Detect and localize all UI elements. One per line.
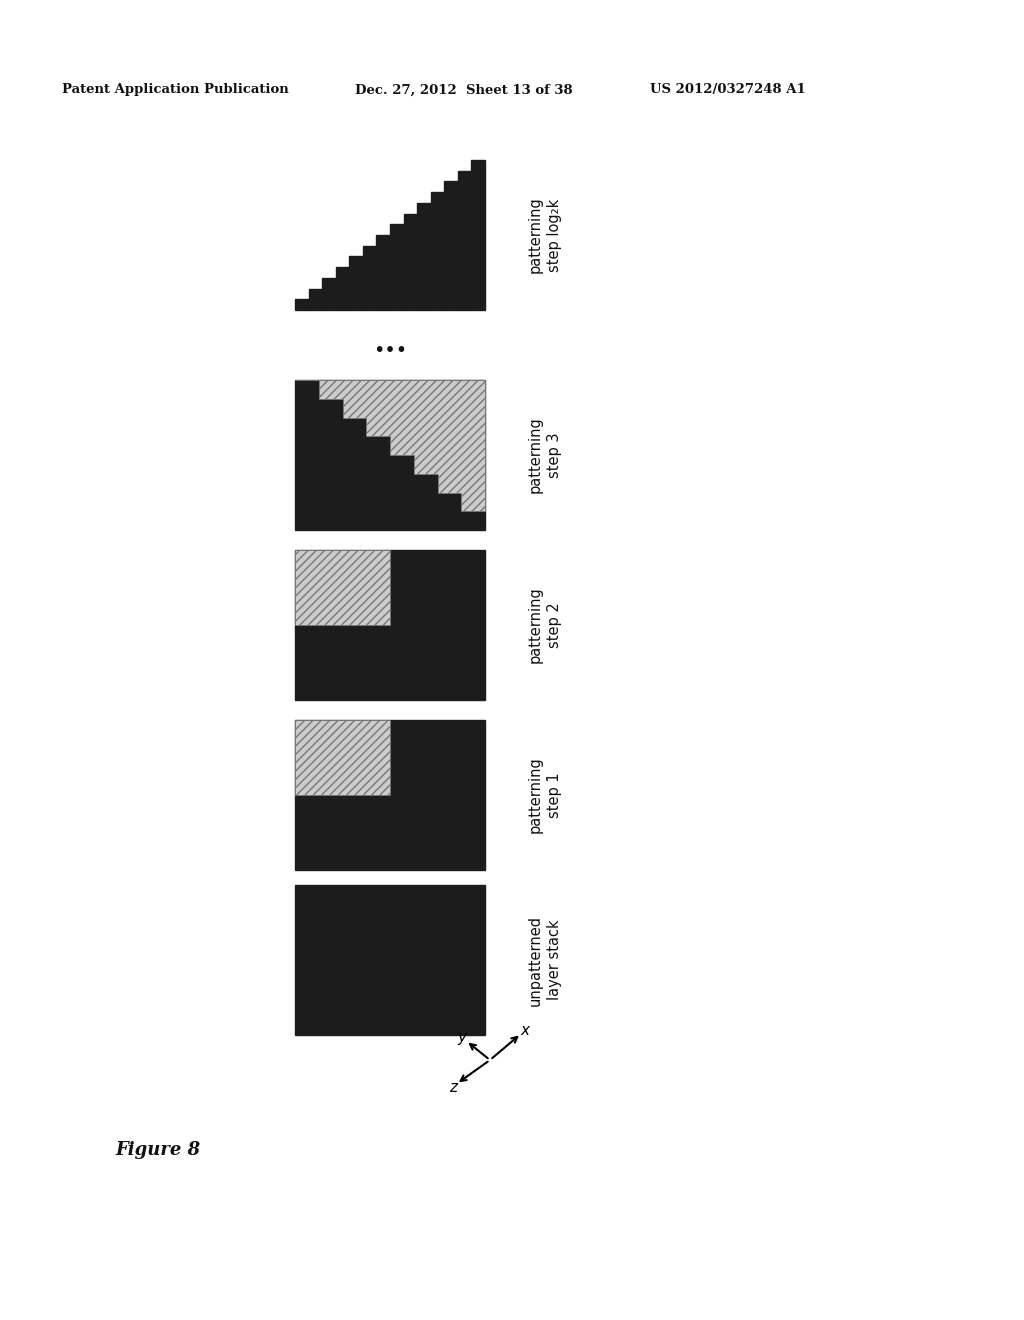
- Text: y: y: [458, 1031, 467, 1045]
- Bar: [458, 170, 471, 310]
- Bar: [295, 380, 485, 531]
- Bar: [417, 203, 431, 310]
- Bar: [403, 214, 417, 310]
- Bar: [308, 289, 323, 310]
- Bar: [336, 267, 349, 310]
- Text: Figure 8: Figure 8: [115, 1140, 200, 1159]
- Text: patterning
step 1: patterning step 1: [527, 756, 562, 833]
- Bar: [362, 246, 377, 310]
- Polygon shape: [295, 719, 390, 795]
- Bar: [471, 160, 485, 310]
- Bar: [323, 277, 336, 310]
- Bar: [295, 300, 308, 310]
- Text: •••: •••: [373, 341, 408, 359]
- Text: Patent Application Publication: Patent Application Publication: [62, 83, 289, 96]
- Text: unpatterned
layer stack: unpatterned layer stack: [527, 915, 562, 1006]
- Bar: [390, 224, 403, 310]
- Polygon shape: [295, 380, 485, 511]
- Polygon shape: [295, 550, 390, 624]
- Bar: [377, 235, 390, 310]
- Text: x: x: [520, 1023, 529, 1038]
- Text: patterning
step 3: patterning step 3: [527, 417, 562, 494]
- Text: US 2012/0327248 A1: US 2012/0327248 A1: [650, 83, 806, 96]
- Text: patterning
step log₂k: patterning step log₂k: [527, 197, 562, 273]
- Bar: [295, 550, 485, 700]
- Bar: [295, 884, 485, 1035]
- Bar: [444, 181, 458, 310]
- Bar: [431, 193, 444, 310]
- Text: z: z: [449, 1080, 457, 1096]
- Text: patterning
step 2: patterning step 2: [527, 586, 562, 664]
- Text: Dec. 27, 2012  Sheet 13 of 38: Dec. 27, 2012 Sheet 13 of 38: [355, 83, 572, 96]
- Bar: [349, 256, 362, 310]
- Bar: [295, 719, 485, 870]
